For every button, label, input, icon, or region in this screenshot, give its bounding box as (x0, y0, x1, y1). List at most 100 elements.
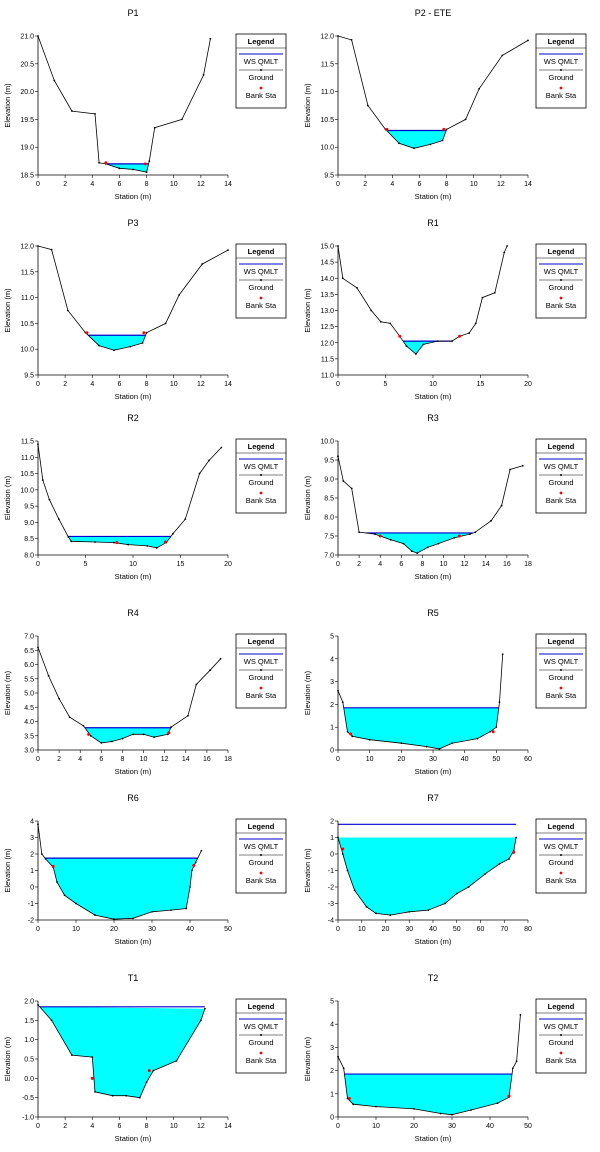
ground-point (209, 669, 211, 672)
bank-station-marker (385, 127, 389, 131)
ground-point (426, 546, 429, 549)
ground-point (408, 910, 411, 913)
ground-point (53, 79, 56, 82)
x-tick-label: 18 (224, 756, 232, 763)
x-tick-label: 10 (372, 1123, 380, 1130)
y-tick-label: -1.0 (22, 1115, 34, 1122)
ground-point (44, 858, 47, 860)
y-tick-label: 12.0 (20, 244, 34, 251)
ground-point (484, 872, 487, 875)
ground-line (37, 35, 211, 173)
legend-title: Legend (248, 37, 275, 46)
ground-point (490, 519, 492, 522)
ground-point (400, 742, 403, 745)
ground-point (194, 861, 197, 864)
chart-panel-r3: R3 0 2 4 6 8 10 12 14 16 18 7.0 7.5 8.0 8.5 9.0 9.5 10.0 S… (300, 405, 600, 585)
y-tick-label: 20.0 (20, 89, 34, 96)
bank-station-marker (167, 731, 171, 735)
legend-ground-point (260, 474, 262, 476)
ground-point (508, 858, 510, 860)
ground-point (410, 550, 413, 553)
ground-point (389, 322, 392, 325)
ground-point (94, 112, 96, 115)
y-tick-label: 0.0 (24, 1076, 34, 1083)
ground-point (153, 126, 156, 129)
x-tick-label: 8 (145, 381, 149, 388)
chart-panel-r1: R1 0 5 10 15 20 11.0 11.5 12.0 12.5 13.0 13.5 14.0 14… (300, 210, 600, 405)
ground-point (63, 894, 66, 897)
ground-point (199, 1019, 202, 1022)
ground-point (67, 536, 70, 538)
ground-point (40, 853, 43, 855)
y-axis-label: Elevation (m) (3, 848, 12, 893)
ground-point (509, 468, 511, 471)
chart-title: R1 (427, 218, 439, 228)
x-tick-label: 0 (36, 756, 40, 763)
y-tick-label: 18.5 (20, 173, 34, 180)
legend-ws-label: WS QMLT (244, 57, 279, 66)
ground-point (204, 1007, 206, 1010)
chart-panel-r4: R4 0 2 4 6 8 10 12 14 16 18 3.0 3.5 4.0 4.5 5.0 5.5 6.0 6.… (0, 600, 300, 780)
chart-panel-r2: R2 0 5 10 15 20 8.0 8.5 9.0 9.5 10.0 10.5 11.0 11.5 St… (0, 405, 300, 585)
y-tick-label: 2 (30, 852, 34, 859)
legend-ws-label: WS QMLT (544, 1022, 579, 1031)
x-tick-label: 12 (197, 1123, 205, 1130)
ground-point (521, 464, 524, 467)
legend-title: Legend (248, 822, 275, 831)
ground-point (110, 740, 113, 743)
y-tick-label: 11.5 (321, 61, 334, 68)
ground-point (375, 912, 377, 915)
ground-point (70, 540, 73, 543)
y-tick-label: 0 (330, 1115, 334, 1122)
x-tick-label: 14 (524, 181, 532, 188)
x-tick-label: 20 (224, 561, 232, 568)
ground-point (370, 309, 373, 312)
legend-ws-label: WS QMLT (244, 657, 279, 666)
y-tick-label: 1 (330, 835, 334, 842)
y-tick-label: 6.0 (24, 662, 34, 669)
ground-point (71, 110, 73, 112)
legend-ws-label: WS QMLT (244, 462, 279, 471)
ground-line (37, 245, 229, 351)
legend-bank-label: Bank Sta (546, 876, 577, 885)
y-axis-label: Elevation (m) (303, 1036, 312, 1081)
y-tick-label: 14.5 (320, 260, 334, 267)
ground-point (191, 869, 193, 872)
ground-point (511, 1067, 514, 1070)
ground-point (515, 836, 518, 839)
y-tick-label: 13.0 (320, 308, 334, 315)
chart-svg-p1: P1 0 2 4 6 8 10 12 14 18.5 19.0 19.5 20.0 20.5 21.0 Sta… (3, 8, 287, 201)
ground-line (337, 245, 508, 355)
x-tick-label: 4 (90, 181, 94, 188)
ground-point (498, 701, 501, 704)
ground-point (94, 541, 96, 543)
legend-bank-label: Bank Sta (246, 496, 277, 505)
x-tick-label: 50 (492, 756, 500, 763)
ground-point (151, 910, 153, 913)
bank-station-marker (349, 732, 353, 736)
x-tick-label: 50 (224, 926, 232, 933)
x-tick-label: 2 (63, 181, 67, 188)
ground-point (498, 863, 501, 865)
x-tick-label: 2 (357, 561, 361, 568)
y-tick-label: 8.5 (324, 496, 334, 503)
x-tick-label: 6 (417, 181, 421, 188)
ground-point (125, 1094, 128, 1097)
legend-title: Legend (248, 637, 275, 646)
legend-title: Legend (248, 247, 275, 256)
water-area (68, 536, 171, 548)
y-tick-label: 12.0 (320, 340, 334, 347)
ground-point (501, 653, 504, 656)
ground-point (138, 1096, 141, 1099)
ground-point (439, 1112, 442, 1115)
ground-point (89, 734, 92, 737)
ground-line (37, 444, 222, 549)
legend-ground-point (560, 669, 562, 671)
y-tick-label: 7.0 (24, 634, 34, 641)
legend-ground-label: Ground (548, 673, 573, 682)
x-tick-label: 10 (140, 756, 148, 763)
y-tick-label: 9.5 (24, 504, 34, 511)
legend: Legend WS QMLT Ground Bank Sta (235, 818, 287, 894)
bank-station-marker (378, 534, 382, 538)
ground-point (476, 737, 479, 740)
